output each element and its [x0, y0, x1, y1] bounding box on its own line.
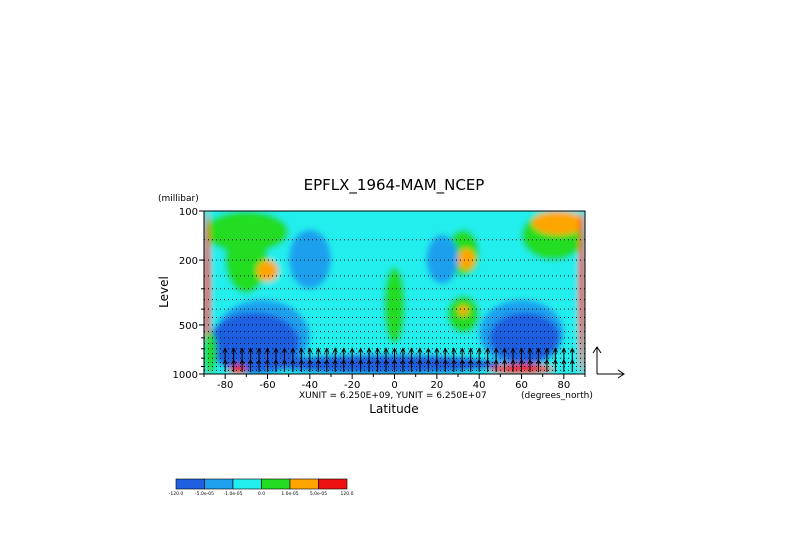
flux-vector-head — [442, 347, 448, 353]
flux-vector-head — [569, 347, 575, 353]
flux-vector-head — [468, 347, 474, 353]
flux-vector-head — [307, 347, 313, 353]
flux-vector-head — [400, 347, 406, 353]
flux-vector-head — [324, 347, 330, 353]
flux-vector-head — [408, 347, 414, 353]
vector-units: XUNIT = 6.250E+09, YUNIT = 6.250E+07 — [299, 391, 487, 401]
contour-region — [532, 211, 585, 235]
colorbar-swatch — [318, 478, 348, 490]
colorbar-swatch — [175, 478, 205, 490]
flux-vector-head — [281, 347, 287, 353]
x-tick-label: 60 — [515, 380, 528, 391]
x-tick-label: 20 — [430, 380, 443, 391]
flux-vector-head — [273, 347, 279, 353]
flux-vector-head — [222, 347, 228, 353]
flux-vector-head — [417, 347, 423, 353]
y-tick-label: 100 — [179, 207, 198, 218]
flux-vector-head — [290, 347, 296, 353]
flux-vector-head — [425, 347, 431, 353]
flux-vector-head — [561, 347, 567, 353]
flux-vector-head — [535, 347, 541, 353]
colorbar-label: -5.0e-05 — [195, 491, 214, 497]
colorbar: -120.0 -5.0e-05 -1.0e-05 0.0 1.0e-05 5.0e-05 1… — [169, 478, 354, 497]
flux-vector-head — [527, 347, 533, 353]
colorbar-label: 1.0e-05 — [281, 491, 298, 497]
x-axis: -80 -60 -40 -20 0 20 40 60 80 — [203, 374, 586, 391]
flux-vector-head — [434, 347, 440, 353]
flux-vector-head — [510, 347, 516, 353]
flux-vector-head — [332, 347, 338, 353]
colorbar-label: 120.0 — [341, 491, 354, 497]
x-tick-label: 80 — [557, 380, 570, 391]
flux-vector-head — [552, 347, 558, 353]
x-unit-label: (degrees_north) — [521, 391, 593, 401]
colorbar-swatch — [289, 478, 319, 490]
flux-vector-head — [459, 347, 465, 353]
contour-region — [288, 229, 332, 289]
flux-vector-head — [239, 347, 245, 353]
flux-vector-head — [358, 347, 364, 353]
flux-vector-head — [544, 347, 550, 353]
contour-region — [383, 266, 406, 344]
contour-region — [426, 234, 458, 284]
contour-region — [229, 364, 247, 374]
flux-vector-head — [392, 347, 397, 353]
contour-region — [204, 331, 217, 374]
flux-vector-head — [341, 347, 347, 353]
x-tick-label: -20 — [344, 380, 360, 391]
colorbar-swatch — [261, 478, 291, 490]
contour-region — [458, 248, 475, 270]
flux-vectors — [222, 347, 575, 372]
x-axis-label: Latitude — [369, 402, 418, 416]
flux-vector-head — [519, 347, 524, 353]
x-tick-label: 40 — [473, 380, 486, 391]
y-axis: 100 200 500 1000 — [173, 207, 204, 381]
flux-vector-head — [231, 347, 237, 353]
x-tick-label: -60 — [259, 380, 275, 391]
chart-title: EPFLX_1964-MAM_NCEP — [304, 176, 485, 195]
colorbar-label: -120.0 — [169, 491, 184, 497]
colorbar-label: -1.0e-05 — [224, 491, 243, 497]
flux-vector-head — [298, 347, 304, 353]
contour-regions — [204, 211, 585, 374]
y-axis-label: Level — [157, 276, 171, 308]
y-unit-label: (millibar) — [158, 194, 199, 204]
reference-vector — [592, 346, 625, 379]
x-tick-label: 0 — [391, 380, 397, 391]
x-tick-label: -40 — [302, 380, 318, 391]
flux-vector-head — [383, 347, 389, 353]
colorbar-label: 0.0 — [258, 491, 265, 497]
flux-vector-head — [265, 347, 270, 353]
plot-area — [204, 211, 585, 374]
contour-region — [256, 260, 279, 282]
colorbar-swatch — [232, 478, 262, 490]
contour-region — [267, 354, 501, 374]
flux-vector-head — [476, 347, 482, 353]
flux-vector-head — [256, 347, 262, 353]
colorbar-label: 5.0e-05 — [310, 491, 327, 497]
y-tick-label: 1000 — [173, 370, 198, 381]
y-tick-label: 500 — [179, 321, 198, 332]
flux-vector-head — [502, 347, 508, 353]
contour-region — [458, 305, 469, 316]
flux-vector-head — [349, 347, 355, 353]
y-tick-label: 200 — [179, 256, 198, 267]
flux-vector-head — [248, 347, 254, 353]
flux-vector-head — [451, 347, 457, 353]
flux-vector-head — [366, 347, 372, 353]
contour-region — [225, 223, 268, 294]
flux-vector-head — [315, 347, 321, 353]
colorbar-swatch — [204, 478, 234, 490]
flux-vector-head — [485, 347, 491, 353]
flux-vector-head — [493, 347, 499, 353]
flux-vector-head — [375, 347, 381, 353]
contour-region — [578, 211, 585, 374]
x-tick-label: -80 — [217, 380, 233, 391]
